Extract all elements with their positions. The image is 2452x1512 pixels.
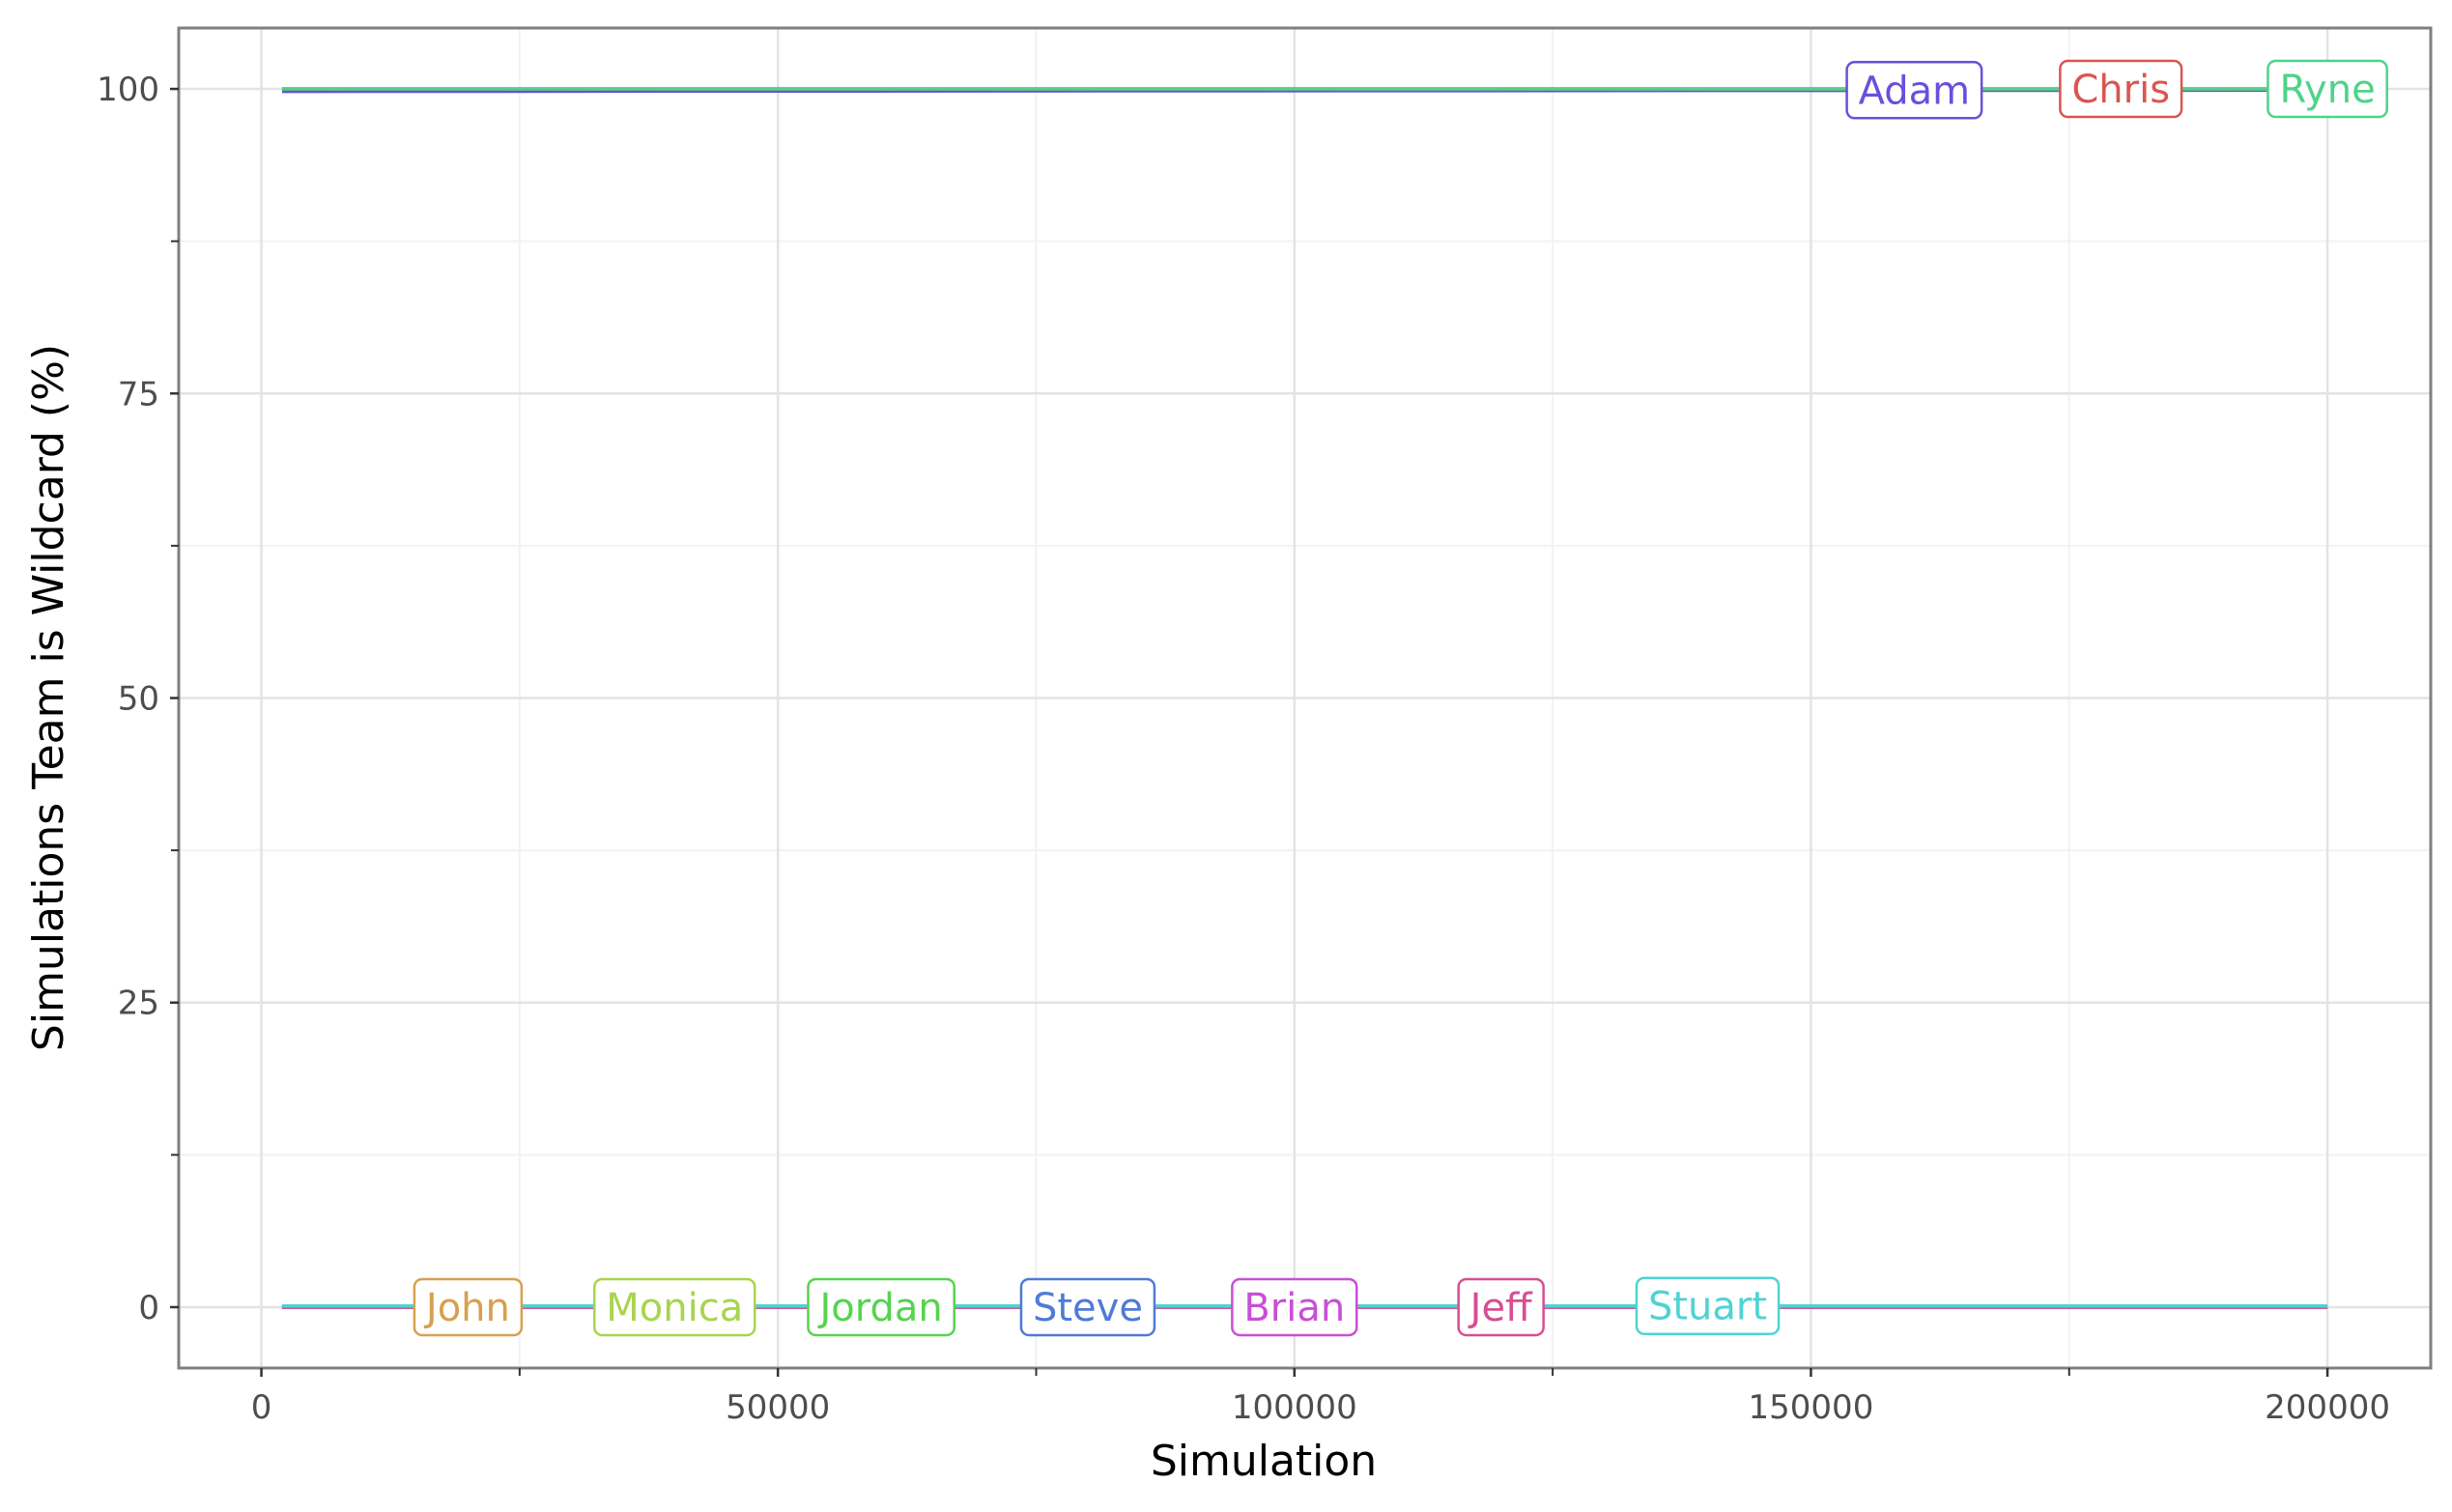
series-label-jeff: Jeff bbox=[1457, 1277, 1545, 1337]
series-label-stuart: Stuart bbox=[1635, 1276, 1781, 1335]
series-label-chris: Chris bbox=[2059, 59, 2183, 119]
series-label-text: Jeff bbox=[1468, 1286, 1533, 1330]
y-axis-title: Simulations Team is Wildcard (%) bbox=[24, 344, 73, 1051]
y-tick-label: 100 bbox=[97, 71, 159, 109]
series-label-box bbox=[1635, 1276, 1781, 1335]
series-label-text: John bbox=[423, 1286, 510, 1330]
series-label-text: Stuart bbox=[1648, 1285, 1767, 1329]
series-label-text: Adam bbox=[1859, 69, 1971, 113]
series-label-ryne: Ryne bbox=[2267, 59, 2388, 119]
x-axis-title: Simulation bbox=[1151, 1437, 1377, 1486]
series-label-steve: Steve bbox=[1019, 1277, 1156, 1337]
series-label-box bbox=[1019, 1277, 1156, 1337]
series-label-box bbox=[1231, 1277, 1358, 1337]
series-label-jordan: Jordan bbox=[807, 1277, 955, 1337]
series-label-box bbox=[593, 1277, 756, 1337]
series-label-text: Steve bbox=[1033, 1286, 1143, 1330]
x-tick-label: 100000 bbox=[1232, 1388, 1357, 1427]
series-label-john: John bbox=[413, 1277, 524, 1337]
series-label-text: Monica bbox=[606, 1286, 743, 1330]
y-tick-label: 75 bbox=[118, 375, 159, 414]
x-tick-label: 50000 bbox=[726, 1388, 830, 1427]
series-label-box bbox=[807, 1277, 955, 1337]
series-label-adam: Adam bbox=[1845, 61, 1983, 120]
axis-ticks: 0 50000 100000 150000 200000 0 25 50 75 100 bbox=[97, 71, 2390, 1427]
series-label-text: Brian bbox=[1243, 1286, 1345, 1330]
series-labels: Adam Chris Ryne John Monica Jordan Steve Brian J… bbox=[413, 59, 2388, 1337]
series-label-brian: Brian bbox=[1231, 1277, 1358, 1337]
y-tick-label: 0 bbox=[138, 1289, 159, 1327]
series-label-monica: Monica bbox=[593, 1277, 756, 1337]
y-tick-label: 50 bbox=[118, 680, 159, 719]
x-tick-label: 150000 bbox=[1749, 1388, 1874, 1427]
series-label-text: Ryne bbox=[2279, 68, 2375, 112]
series-label-text: Jordan bbox=[816, 1286, 942, 1330]
series-label-text: Chris bbox=[2071, 68, 2170, 112]
x-tick-label: 0 bbox=[251, 1388, 272, 1427]
series-label-box bbox=[1457, 1277, 1545, 1337]
series-label-box bbox=[2059, 59, 2183, 119]
series-label-box bbox=[413, 1277, 524, 1337]
x-tick-label: 200000 bbox=[2265, 1388, 2390, 1427]
y-tick-label: 25 bbox=[118, 984, 159, 1023]
series-label-box bbox=[1845, 61, 1983, 120]
series-label-box bbox=[2267, 59, 2388, 119]
